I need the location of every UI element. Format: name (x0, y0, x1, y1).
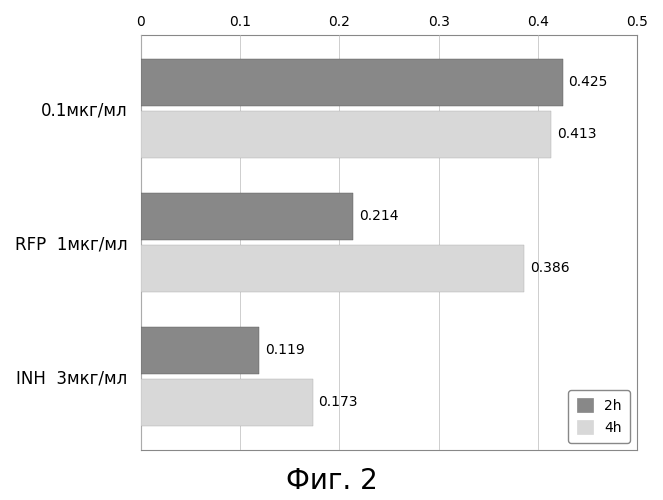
Bar (141, 245, 524, 292)
Text: 0.413: 0.413 (557, 128, 596, 141)
Text: 0.386: 0.386 (530, 262, 570, 276)
Text: 0.425: 0.425 (569, 75, 608, 89)
Bar (141, 58, 563, 106)
Text: 0.214: 0.214 (359, 209, 398, 223)
Text: 0.119: 0.119 (265, 343, 304, 357)
Bar (141, 379, 312, 426)
Text: 0.173: 0.173 (318, 396, 358, 409)
Legend: 2h, 4h: 2h, 4h (568, 390, 630, 443)
Bar (141, 192, 353, 240)
Bar (141, 111, 551, 158)
Bar (141, 326, 259, 374)
Text: Фиг. 2: Фиг. 2 (286, 467, 377, 495)
